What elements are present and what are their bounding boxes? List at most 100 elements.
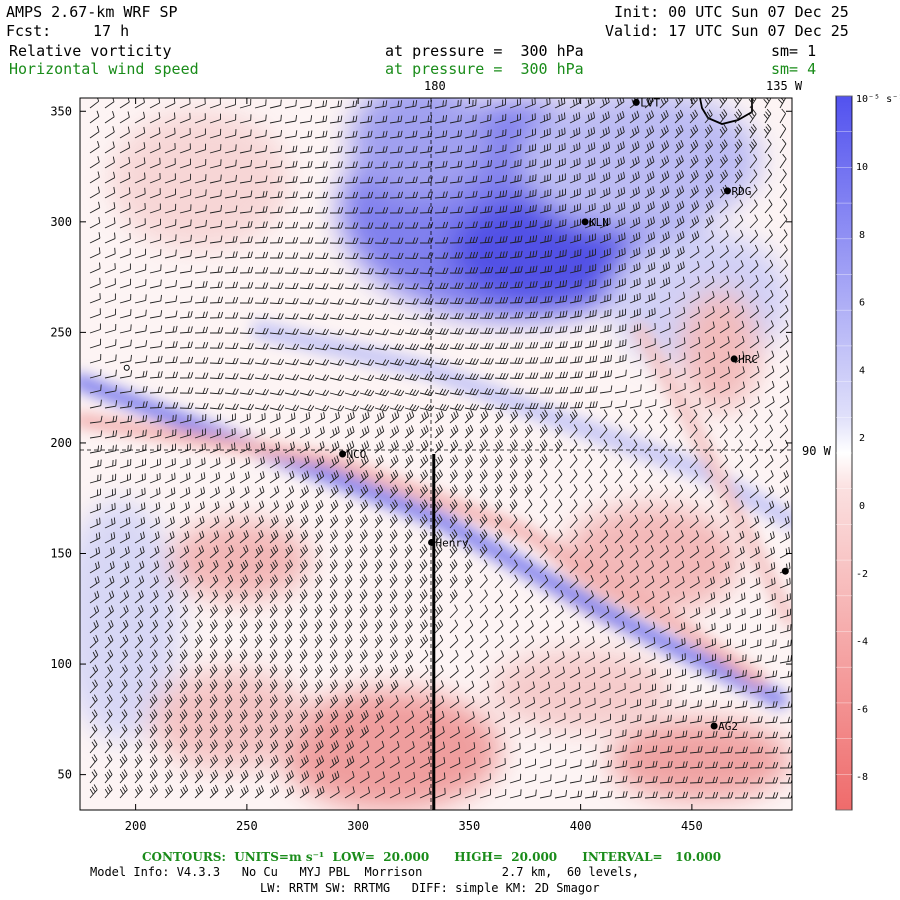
wind-barb: [299, 679, 308, 694]
wind-barb: [704, 576, 715, 589]
wind-barb: [764, 350, 775, 364]
wind-barb: [224, 220, 238, 229]
wind-barb: [404, 404, 420, 412]
wind-barb: [734, 409, 743, 424]
wind-barb: [149, 502, 161, 514]
wind-barb: [674, 668, 686, 679]
wind-barb: [763, 108, 772, 124]
wind-barb: [344, 559, 353, 574]
wind-barb: [659, 246, 670, 259]
wind-barb: [224, 530, 234, 544]
wind-barb: [269, 634, 278, 649]
wind-barb: [749, 335, 760, 349]
wind-barb: [719, 260, 730, 274]
wind-barb: [569, 544, 579, 559]
wind-barb: [704, 275, 715, 289]
wind-barb: [704, 500, 714, 514]
wind-barb: [614, 156, 625, 169]
wind-barb: [179, 472, 191, 484]
wind-barb: [239, 589, 248, 604]
wind-barb: [689, 761, 703, 769]
wind-barb: [614, 217, 626, 229]
wind-barb: [209, 457, 221, 469]
wind-barb: [479, 680, 490, 694]
wind-barb: [599, 667, 611, 679]
wind-barb: [749, 424, 758, 439]
wind-barb: [269, 191, 283, 199]
wind-barb: [149, 516, 161, 529]
wind-barb: [674, 591, 685, 604]
wind-barb: [254, 404, 270, 411]
wind-barb: [449, 206, 463, 214]
wind-barb: [329, 267, 344, 275]
wind-barb: [614, 293, 626, 304]
wind-barb: [449, 469, 458, 484]
wind-barb: [554, 635, 565, 649]
wind-barb: [749, 731, 763, 739]
wind-barb: [299, 426, 311, 439]
wind-barb: [359, 619, 368, 634]
wind-barb: [494, 514, 503, 529]
wind-barb: [449, 130, 463, 139]
wind-barb: [134, 340, 148, 349]
wind-barb: [689, 321, 701, 334]
wind-barb: [209, 724, 218, 739]
wind-barb: [134, 516, 146, 529]
wind-barb: [104, 546, 115, 559]
wind-barb: [704, 761, 718, 769]
wind-barb: [239, 785, 249, 799]
wind-barb: [254, 114, 267, 124]
wind-barb: [494, 403, 509, 410]
wind-barb: [749, 396, 760, 409]
wind-barb: [524, 454, 533, 469]
y-tick-label: 350: [50, 104, 72, 118]
wind-barb: [779, 655, 792, 664]
wind-barb: [179, 530, 190, 544]
wind-barb: [224, 266, 238, 274]
wind-barb: [674, 215, 685, 229]
wind-barb: [764, 365, 775, 379]
wind-barb: [599, 499, 608, 514]
wind-barb: [614, 667, 626, 679]
wind-barb: [554, 514, 563, 529]
wind-barb: [539, 681, 551, 694]
wind-barb: [449, 114, 462, 124]
wind-barb: [539, 98, 551, 109]
wind-barb: [179, 428, 192, 439]
wind-barb: [89, 620, 99, 634]
wind-barb: [224, 190, 238, 199]
wind-barb: [104, 171, 116, 184]
wind-barb: [704, 622, 716, 634]
wind-barb: [659, 307, 671, 319]
wind-barb: [254, 770, 264, 784]
wind-barb: [479, 559, 488, 574]
wind-barb: [539, 758, 552, 769]
wind-barb: [269, 328, 284, 335]
wind-barb: [284, 544, 294, 559]
wind-barb: [764, 500, 775, 514]
wind-barb: [434, 160, 448, 169]
wind-barb: [674, 545, 685, 559]
wind-barb: [359, 679, 369, 694]
wind-barb: [629, 760, 643, 769]
wind-barb: [119, 694, 128, 709]
wind-barb: [659, 216, 670, 229]
wind-barb: [284, 358, 299, 366]
wind-barb: [269, 724, 279, 739]
wind-barb: [584, 202, 596, 214]
wind-barb: [479, 221, 493, 229]
wind-barb: [89, 739, 98, 754]
wind-barb: [329, 649, 338, 664]
wind-barb: [134, 172, 146, 184]
wind-barb: [314, 724, 324, 739]
wind-barb: [119, 370, 133, 379]
wind-barb: [269, 694, 278, 709]
wind-barb: [779, 395, 790, 409]
wind-barb: [194, 634, 203, 649]
wind-barb: [359, 694, 369, 709]
wind-barb: [434, 469, 443, 484]
wind-barb: [224, 769, 234, 784]
wind-barb: [314, 426, 325, 439]
wind-barb: [179, 295, 193, 304]
wind-barb: [779, 153, 787, 169]
